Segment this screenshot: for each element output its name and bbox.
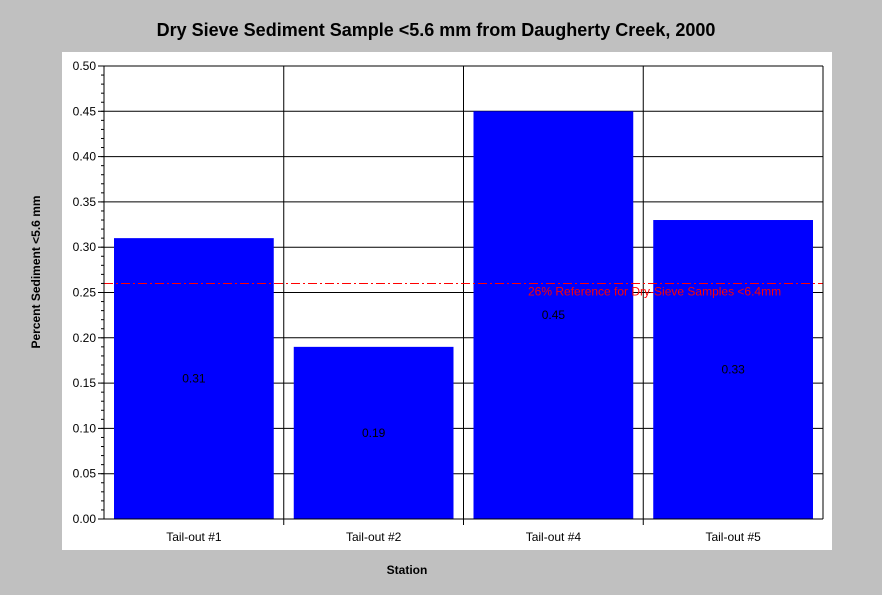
- data-label: 0.31: [182, 372, 206, 386]
- y-tick-label: 0.50: [73, 59, 97, 73]
- data-labels: 0.31 0.19 0.45 0.33: [182, 308, 745, 440]
- data-label: 0.33: [721, 363, 745, 377]
- axes: 0.00 0.05 0.10 0.15 0.20 0.25 0.30 0.35 0.40 0.45…: [73, 59, 824, 544]
- y-tick-label: 0.35: [73, 195, 97, 209]
- y-axis-title: Percent Sediment <5.6 mm: [29, 195, 43, 348]
- y-tick-label: 0.25: [73, 286, 97, 300]
- bars: [114, 111, 813, 520]
- x-axis-title: Station: [387, 563, 428, 577]
- y-tick-label: 0.45: [73, 104, 97, 118]
- bar: [653, 220, 813, 519]
- y-tick-label: 0.10: [73, 421, 97, 435]
- data-label: 0.45: [542, 308, 566, 322]
- y-tick-label: 0.20: [73, 331, 97, 345]
- x-tick-label: Tail-out #1: [166, 530, 222, 544]
- data-label: 0.19: [362, 426, 386, 440]
- bar: [473, 111, 634, 520]
- chart-title: Dry Sieve Sediment Sample <5.6 mm from D…: [157, 20, 716, 40]
- reference-line-label: 26% Reference for Dry-Sieve Samples <6.4…: [528, 284, 781, 298]
- bar: [293, 346, 454, 519]
- y-tick-label: 0.30: [73, 240, 97, 254]
- reference-layer: 26% Reference for Dry-Sieve Samples <6.4…: [104, 282, 823, 298]
- y-tick-label: 0.40: [73, 150, 97, 164]
- x-tick-label: Tail-out #5: [705, 530, 761, 544]
- y-tick-label: 0.00: [73, 512, 97, 526]
- x-tick-label: Tail-out #4: [526, 530, 582, 544]
- y-tick-label: 0.15: [73, 376, 97, 390]
- x-tick-label: Tail-out #2: [346, 530, 402, 544]
- bar: [114, 238, 274, 519]
- y-tick-label: 0.05: [73, 467, 97, 481]
